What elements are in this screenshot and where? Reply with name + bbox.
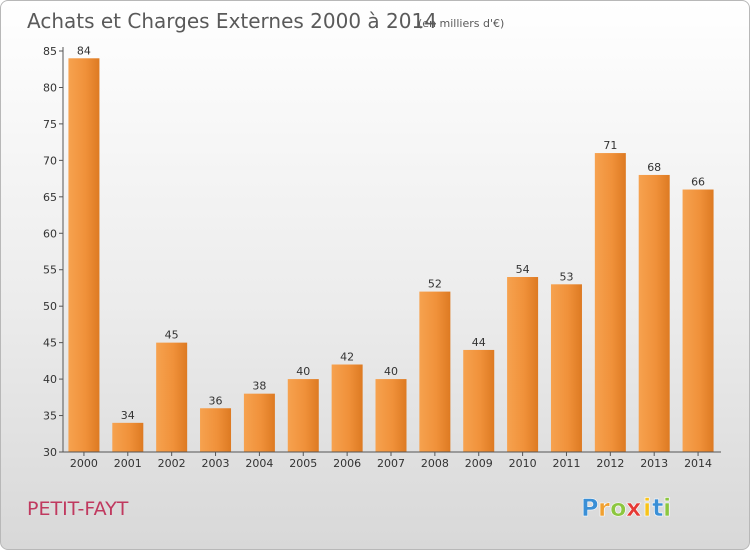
bar-2009: [463, 349, 495, 452]
data-label-2004: 38: [252, 380, 266, 393]
y-tick-label: 80: [43, 81, 57, 94]
logo-letter: i: [643, 494, 651, 522]
data-label-2008: 52: [428, 278, 442, 291]
x-tick-label-2013: 2013: [640, 457, 668, 470]
data-label-2014: 66: [691, 176, 705, 189]
data-label-2011: 53: [559, 270, 573, 283]
bar-2012: [594, 153, 626, 452]
bar-2010: [507, 277, 539, 452]
y-tick-label: 75: [43, 118, 57, 131]
y-tick-label: 60: [43, 227, 57, 240]
bar-2004: [243, 393, 275, 452]
logo-letter: r: [598, 494, 610, 522]
x-tick-label-2003: 2003: [202, 457, 230, 470]
logo-letter: t: [652, 494, 663, 522]
data-label-2005: 40: [296, 365, 310, 378]
bar-2003: [200, 408, 232, 452]
data-label-2012: 71: [603, 139, 617, 152]
x-tick-label-2007: 2007: [377, 457, 405, 470]
bar-2005: [287, 379, 319, 452]
data-label-2013: 68: [647, 161, 661, 174]
x-tick-label-2002: 2002: [158, 457, 186, 470]
x-tick-label-2004: 2004: [245, 457, 273, 470]
place-name: PETIT-FAYT: [27, 498, 129, 520]
chart-title: Achats et Charges Externes 2000 à 2014: [27, 9, 437, 33]
y-tick-label: 55: [43, 264, 57, 277]
logo-letter: x: [626, 494, 642, 522]
bar-2006: [331, 364, 363, 452]
x-tick-label-2001: 2001: [114, 457, 142, 470]
bar-2013: [638, 174, 670, 453]
bar-2001: [112, 422, 144, 452]
x-tick-label-2010: 2010: [509, 457, 537, 470]
x-tick-label-2006: 2006: [333, 457, 361, 470]
logo-letter: i: [663, 494, 671, 522]
data-label-2003: 36: [209, 394, 223, 407]
data-label-2001: 34: [121, 409, 135, 422]
chart-subtitle: (en milliers d'€): [418, 17, 504, 30]
x-tick-label-2005: 2005: [289, 457, 317, 470]
data-label-2002: 45: [165, 329, 179, 342]
data-label-2010: 54: [516, 263, 530, 276]
x-tick-label-2000: 2000: [70, 457, 98, 470]
y-tick-label: 45: [43, 337, 57, 350]
x-tick-label-2011: 2011: [552, 457, 580, 470]
x-tick-label-2008: 2008: [421, 457, 449, 470]
data-label-2009: 44: [472, 336, 486, 349]
y-axis: 30 35 40 45 50 55 60 65 70 75 80 85: [43, 45, 64, 459]
x-tick-label-2012: 2012: [596, 457, 624, 470]
logo-letter: P: [581, 494, 599, 522]
bar-2011: [550, 284, 582, 452]
y-tick-label: 70: [43, 154, 57, 167]
data-label-2000: 84: [77, 44, 91, 57]
y-tick-label: 50: [43, 300, 57, 313]
bar-2008: [419, 291, 451, 452]
y-tick-label: 30: [43, 446, 57, 459]
y-tick-label: 35: [43, 410, 57, 423]
bar-2014: [682, 189, 714, 452]
x-tick-label-2014: 2014: [684, 457, 712, 470]
data-label-2006: 42: [340, 351, 354, 364]
x-axis: 2000 2001 2002 2003 2004 2005 2006 2007 2008 2009…: [63, 451, 721, 470]
bar-2002: [156, 342, 188, 452]
bars: 84 34 45 36 38 40 42 40 52 44 54 53 71 68 66: [68, 44, 714, 453]
y-tick-label: 65: [43, 191, 57, 204]
data-label-2007: 40: [384, 365, 398, 378]
y-tick-label: 40: [43, 373, 57, 386]
logo-letter: o: [610, 494, 627, 522]
x-tick-label-2009: 2009: [465, 457, 493, 470]
bar-2000: [68, 58, 100, 453]
y-tick-label: 85: [43, 45, 57, 58]
bar-2007: [375, 379, 407, 452]
